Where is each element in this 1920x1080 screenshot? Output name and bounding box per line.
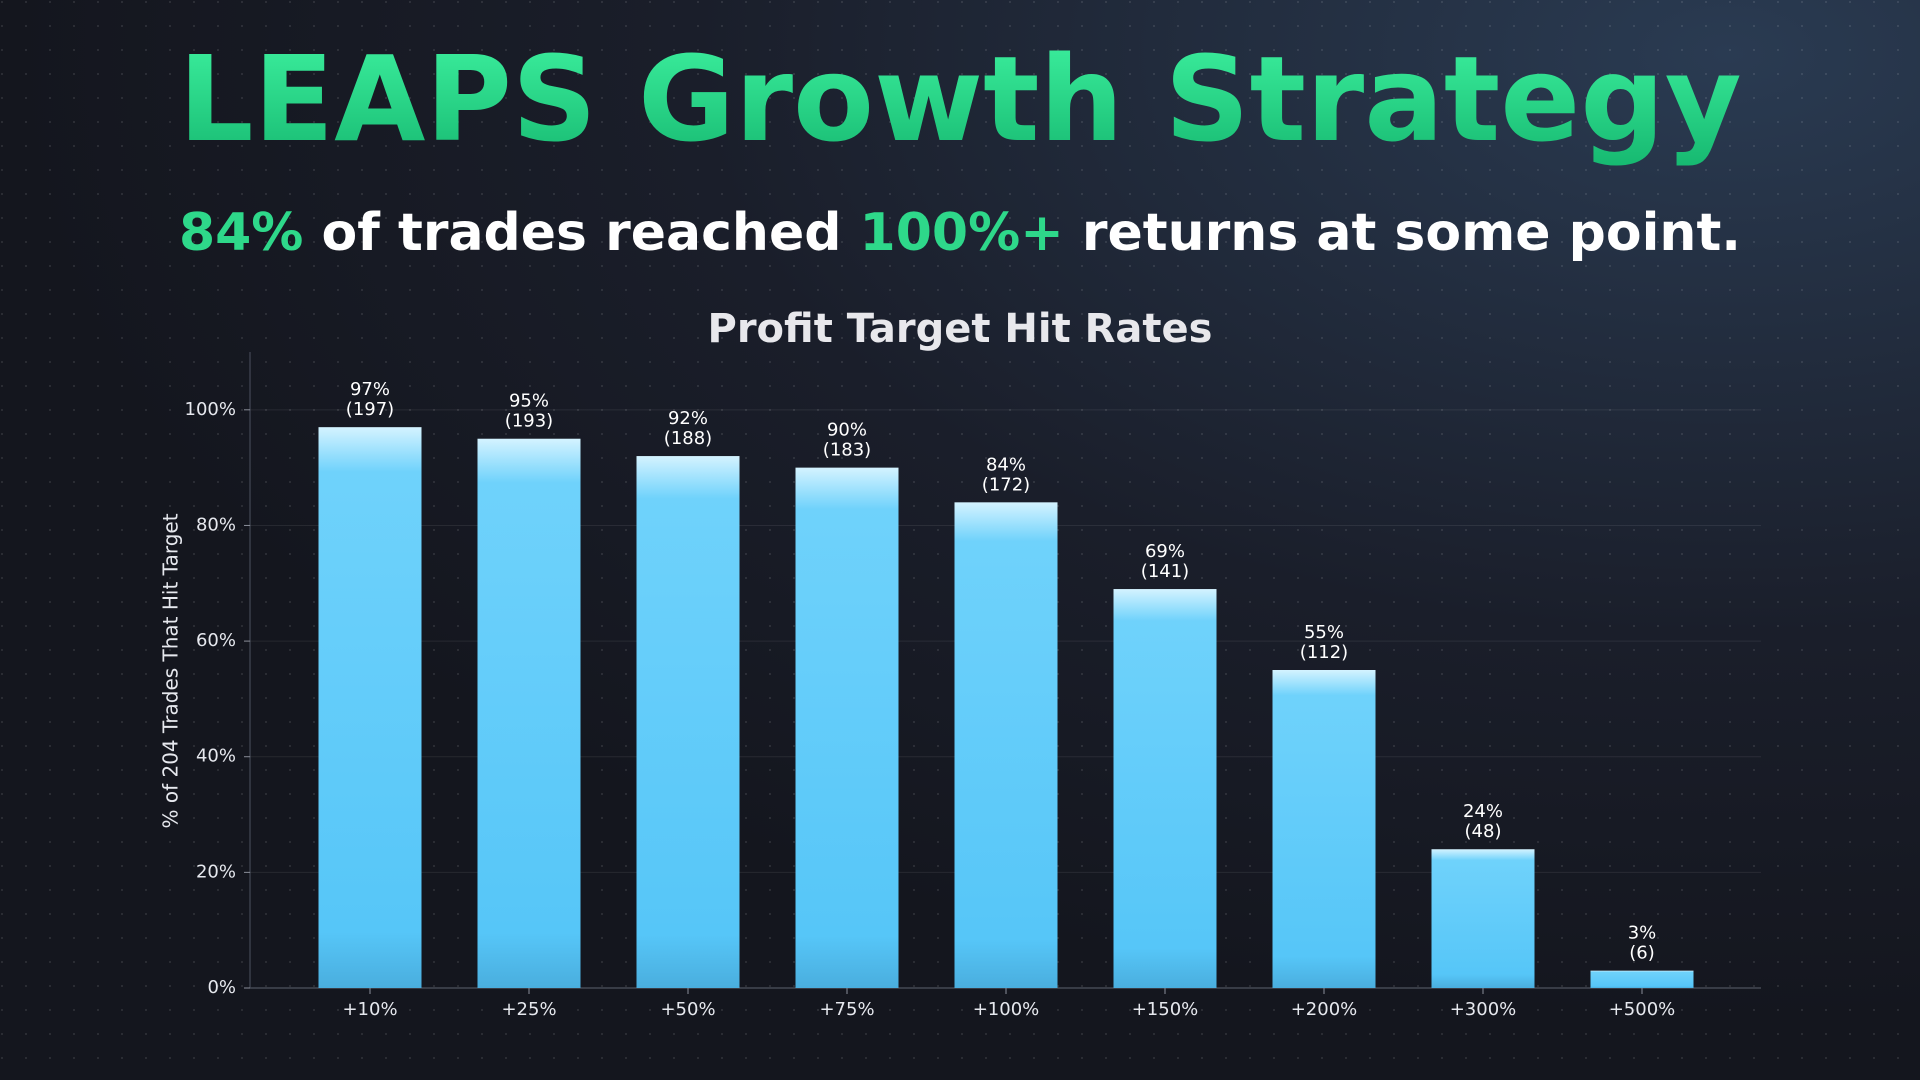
bar: [636, 456, 740, 988]
value-label: 84%: [986, 454, 1026, 475]
count-label: (197): [346, 399, 394, 420]
value-label: 90%: [827, 420, 867, 441]
x-tick-label: +25%: [501, 999, 556, 1020]
subtitle-part: 100%+: [860, 203, 1064, 263]
value-label: 24%: [1463, 801, 1503, 822]
value-label: 3%: [1628, 923, 1657, 944]
bar: [318, 427, 422, 988]
count-label: (193): [505, 411, 553, 432]
bar: [1272, 670, 1376, 988]
subtitle-part: returns at some point.: [1064, 203, 1741, 263]
count-label: (141): [1141, 561, 1189, 582]
bar: [1431, 849, 1535, 988]
chart-title: Profit Target Hit Rates: [708, 306, 1213, 352]
y-tick-label: 60%: [196, 630, 236, 651]
subtitle: 84% of trades reached 100%+ returns at s…: [179, 203, 1741, 263]
x-tick-label: +300%: [1450, 999, 1517, 1020]
bar: [477, 438, 581, 988]
x-tick-label: +50%: [660, 999, 715, 1020]
y-tick-label: 100%: [185, 399, 236, 420]
y-tick-label: 20%: [196, 861, 236, 882]
value-label: 95%: [509, 391, 549, 412]
bar: [1590, 970, 1694, 988]
value-label: 69%: [1145, 541, 1185, 562]
x-tick-label: +75%: [819, 999, 874, 1020]
subtitle-part: 84%: [179, 203, 303, 263]
value-label: 55%: [1304, 622, 1344, 643]
bar: [954, 502, 1058, 988]
x-tick-label: +500%: [1609, 999, 1676, 1020]
count-label: (6): [1629, 943, 1655, 964]
x-tick-label: +10%: [342, 999, 397, 1020]
count-label: (112): [1300, 642, 1348, 663]
subtitle-part: of trades reached: [303, 203, 859, 263]
bar: [795, 467, 899, 988]
count-label: (48): [1465, 821, 1502, 842]
y-tick-label: 0%: [207, 977, 236, 998]
count-label: (188): [664, 428, 712, 449]
title: LEAPS Growth Strategy: [178, 30, 1741, 168]
x-tick-label: +150%: [1132, 999, 1199, 1020]
value-label: 92%: [668, 408, 708, 429]
value-label: 97%: [350, 379, 390, 400]
x-tick-label: +100%: [973, 999, 1040, 1020]
x-tick-label: +200%: [1291, 999, 1358, 1020]
count-label: (172): [982, 474, 1030, 495]
count-label: (183): [823, 440, 871, 461]
y-axis-label: % of 204 Trades That Hit Target: [159, 513, 183, 828]
bar: [1113, 589, 1217, 988]
y-tick-label: 40%: [196, 746, 236, 767]
y-tick-label: 80%: [196, 514, 236, 535]
